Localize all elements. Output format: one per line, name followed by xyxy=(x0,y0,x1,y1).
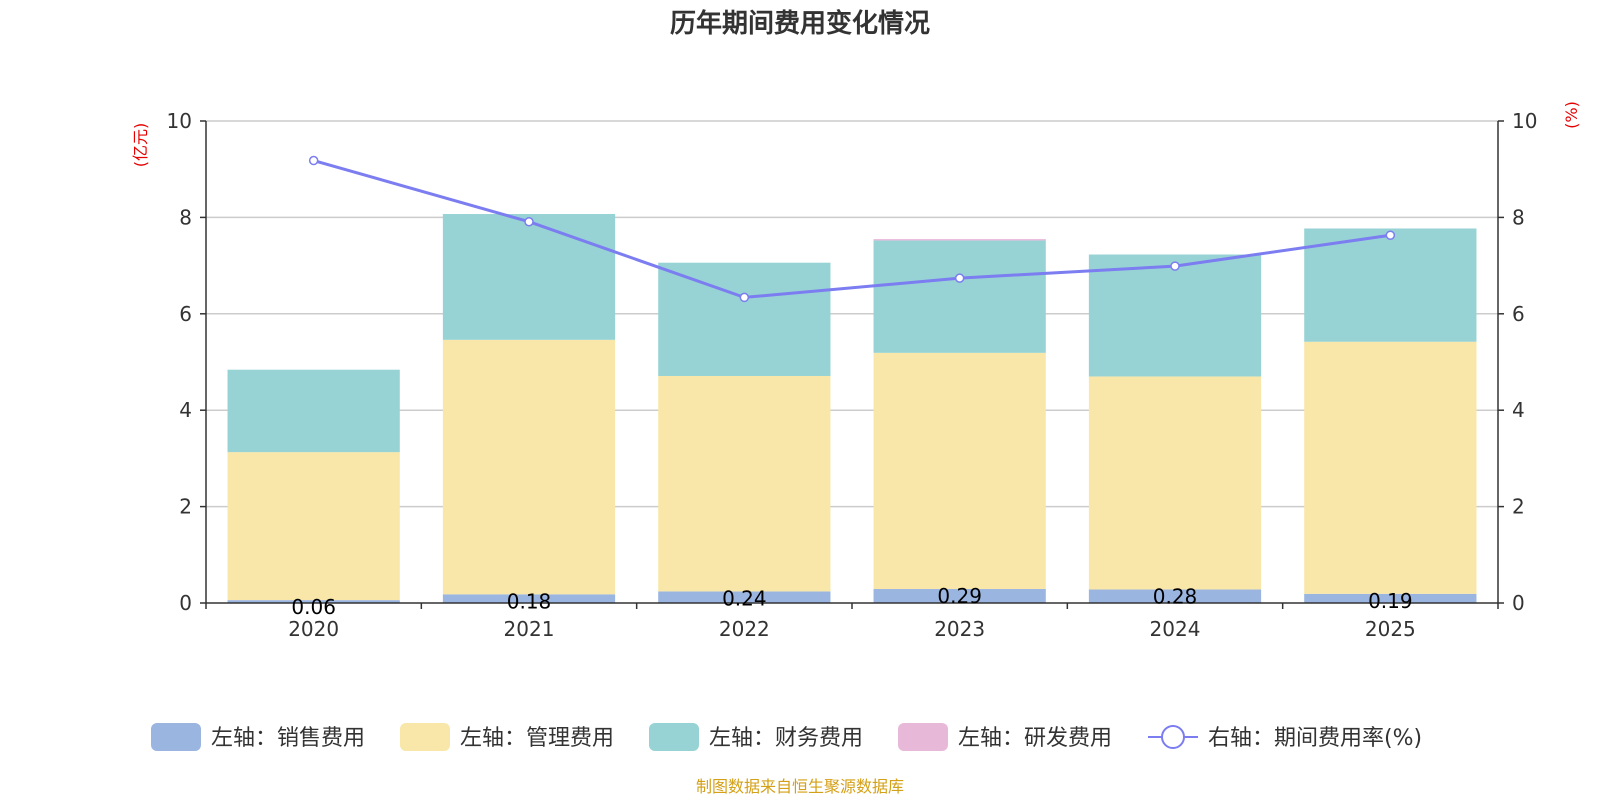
expense-rate-point xyxy=(524,216,534,227)
bar-segment-3 xyxy=(442,214,616,340)
right-axis-tick-label: 6 xyxy=(1512,302,1525,326)
grid-lines xyxy=(206,120,1498,508)
stacked-bars xyxy=(227,214,1477,603)
right-axis-tick-label: 8 xyxy=(1512,205,1525,229)
right-axis-tick-label: 0 xyxy=(1512,591,1525,615)
legend-swatch xyxy=(898,723,948,751)
left-axis-tick-label: 4 xyxy=(179,398,192,422)
bar-value-label: 0.18 xyxy=(507,589,552,613)
bar-value-label: 0.19 xyxy=(1368,589,1413,613)
x-axis-tick-label: 2025 xyxy=(1365,617,1416,641)
legend-swatch xyxy=(151,723,201,751)
x-axis-tick-label: 2021 xyxy=(504,617,555,641)
bar-segment-4 xyxy=(873,239,1046,241)
bar-segment-3 xyxy=(227,369,400,453)
bar-segment-1 xyxy=(873,589,1046,603)
left-axis-tick-label: 2 xyxy=(179,495,192,519)
left-axis-tick-label: 10 xyxy=(167,109,192,133)
source-note: 制图数据来自恒生聚源数据库 xyxy=(696,777,904,796)
expense-rate-line xyxy=(308,155,1396,303)
bar-segment-1 xyxy=(658,591,831,603)
legend-label: 左轴：销售费用 xyxy=(211,726,365,751)
left-axis-tick-label: 6 xyxy=(179,302,192,326)
expense-rate-point xyxy=(1170,261,1180,271)
legend-label: 左轴：研发费用 xyxy=(958,726,1112,751)
bar-segment-1 xyxy=(227,600,400,603)
x-axis-tick-label: 2024 xyxy=(1150,617,1201,641)
bar-segment-1 xyxy=(1304,593,1477,603)
bar-segment-3 xyxy=(873,240,1046,353)
axes: 0 2 4 6 8 10 0 2 4 6 8 10 2020 2021 2022 2023 2024 2025 xyxy=(167,109,1538,641)
legend-label: 左轴：财务费用 xyxy=(709,726,863,751)
legend-marker xyxy=(1161,725,1185,749)
bar-value-label: 0.29 xyxy=(937,584,982,608)
expense-rate-point xyxy=(308,155,319,166)
legend-label: 左轴：管理费用 xyxy=(460,726,614,751)
left-axis-tick-label: 0 xyxy=(179,591,192,615)
bar-segment-1 xyxy=(1088,589,1262,603)
expense-rate-point xyxy=(1385,230,1396,240)
right-axis-tick-label: 10 xyxy=(1512,109,1537,133)
bar-value-label: 0.06 xyxy=(291,595,336,619)
right-axis-tick-label: 4 xyxy=(1512,398,1525,422)
expense-rate-point xyxy=(954,273,965,283)
legend: 左轴：销售费用 左轴：管理费用 左轴：财务费用 左轴：研发费用 右轴：期间费用率(%) xyxy=(151,723,1422,751)
legend-swatch xyxy=(649,723,699,751)
bar-segment-2 xyxy=(227,452,400,601)
right-axis-tick-label: 2 xyxy=(1512,495,1525,519)
bar-segment-2 xyxy=(1088,376,1262,590)
bar-segment-2 xyxy=(658,375,831,592)
expense-rate-line-path xyxy=(313,159,1391,299)
left-axis-unit-label: (亿元) xyxy=(131,123,150,168)
x-axis-tick-label: 2020 xyxy=(288,617,339,641)
bar-value-label: 0.28 xyxy=(1153,585,1198,609)
legend-swatch xyxy=(400,723,450,751)
right-axis-unit-label: (%) xyxy=(1562,101,1581,129)
bar-value-label: 0.24 xyxy=(722,586,767,610)
expense-rate-point xyxy=(739,292,750,303)
bar-segment-2 xyxy=(442,339,616,595)
bar-value-labels: 0.06 0.18 0.24 0.29 0.28 0.19 xyxy=(291,584,1412,619)
left-axis-tick-label: 8 xyxy=(179,205,192,229)
x-axis-tick-label: 2023 xyxy=(934,617,985,641)
bar-segment-3 xyxy=(1088,254,1262,377)
bar-segment-3 xyxy=(1304,228,1477,342)
bar-segment-2 xyxy=(1304,341,1477,594)
chart-title: 历年期间费用变化情况 xyxy=(670,8,930,39)
x-axis-tick-label: 2022 xyxy=(719,617,770,641)
legend-label: 右轴：期间费用率(%) xyxy=(1208,726,1422,751)
bar-segment-1 xyxy=(442,594,616,603)
bar-segment-2 xyxy=(873,352,1046,590)
bar-segment-3 xyxy=(658,262,831,376)
